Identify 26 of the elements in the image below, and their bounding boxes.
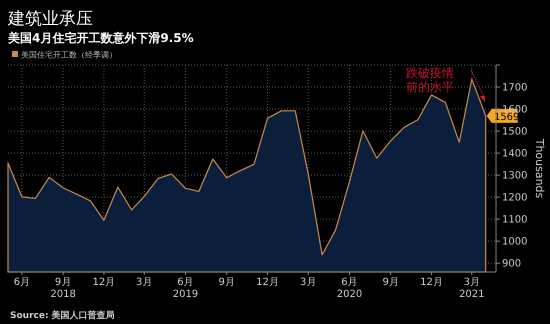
x-tick-label: 12月 <box>256 277 279 288</box>
y-tick-label: 1300 <box>502 170 528 182</box>
y-tick-label: 1500 <box>502 126 528 138</box>
annotation: 跌破疫情前的水平 <box>406 66 454 94</box>
x-tick-label: 9月 2018 <box>50 277 76 300</box>
x-tick-label: 6月 2020 <box>336 277 362 300</box>
x-tick-label: 3月 <box>300 277 316 288</box>
y-tick-label: 900 <box>502 258 522 270</box>
x-tick-label: 6月 2019 <box>172 277 198 300</box>
x-tick-label: 12月 <box>420 277 443 288</box>
legend-label: 美国住宅开工数（经季调） <box>21 50 117 60</box>
y-tick-label: 1400 <box>502 148 528 160</box>
chart-subtitle: 美国4月住宅开工数意外下滑9.5% <box>7 31 194 45</box>
y-tick-label: 1000 <box>502 236 528 248</box>
y-tick-label: 1100 <box>502 214 528 226</box>
y-tick-label: 1200 <box>502 192 528 204</box>
chart-title: 建筑业承压 <box>7 9 93 29</box>
x-tick-label: 3月 2021 <box>459 277 485 300</box>
y-tick-label: 1700 <box>502 82 528 94</box>
source-note: Source: 美国人口普查局 <box>10 309 115 321</box>
x-tick-label: 9月 <box>218 277 235 288</box>
x-tick-label: 12月 <box>92 277 116 288</box>
x-tick-label: 3月 <box>136 277 152 288</box>
y-axis-title: Thousands <box>533 138 546 199</box>
x-tick-label: 9月 <box>382 277 399 288</box>
x-tick-label: 6月 <box>14 277 30 288</box>
